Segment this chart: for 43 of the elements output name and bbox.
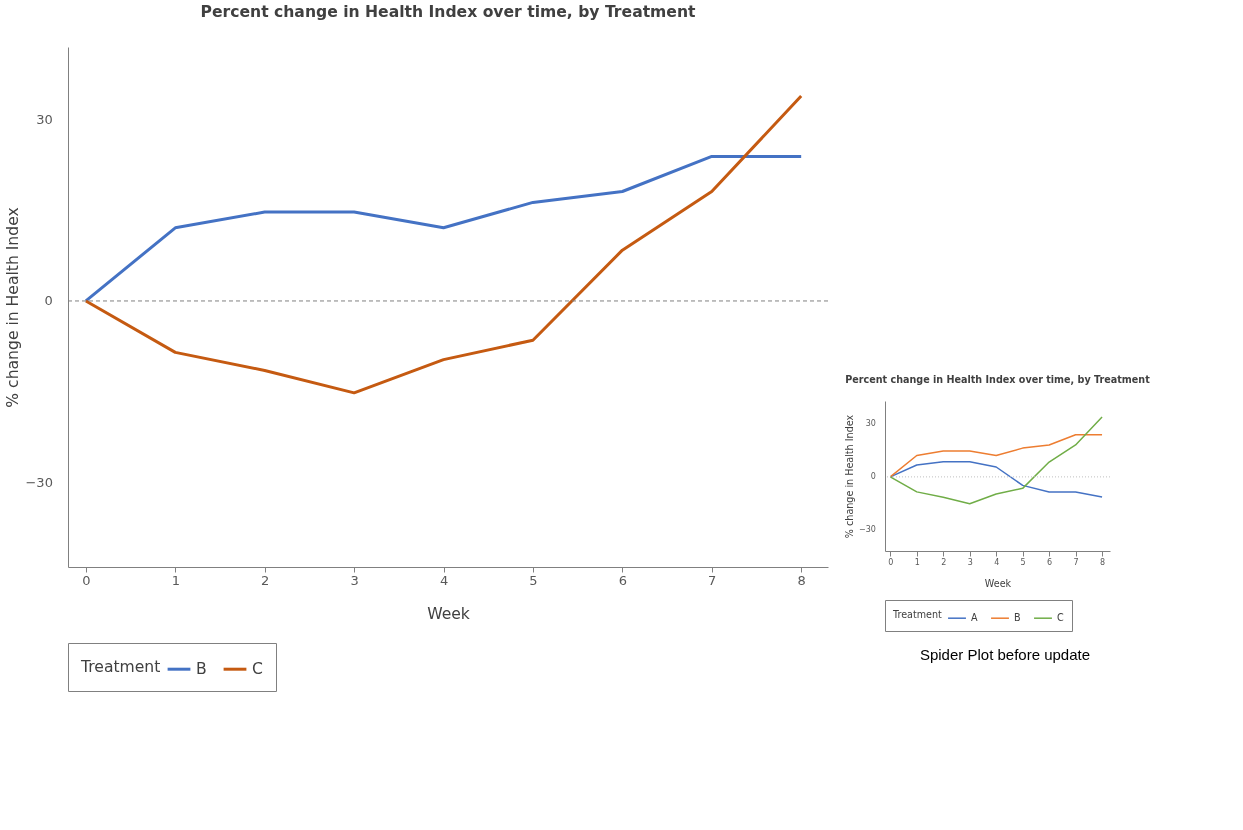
y-tick-label: 30 — [36, 112, 53, 128]
y-tick-label: 0 — [44, 293, 53, 309]
x-axis-title: Week — [984, 577, 1012, 589]
line-series — [889, 460, 1103, 498]
legend-title: Treatment — [892, 609, 943, 620]
y-tick-label: −30 — [859, 525, 876, 535]
x-tick-label: 8 — [1100, 557, 1106, 567]
line-series — [84, 154, 803, 303]
x-tick-label: 3 — [967, 557, 973, 567]
legend-label: A — [971, 612, 978, 624]
y-tick-label: 0 — [870, 472, 876, 482]
x-tick-label: 2 — [941, 557, 947, 567]
x-tick-label: 4 — [439, 572, 449, 588]
x-tick-label: 8 — [797, 572, 806, 588]
x-tick-label: 1 — [171, 572, 180, 588]
chart-title: Percent change in Health Index over time, by Treatment — [200, 3, 697, 22]
x-tick-label: 0 — [888, 557, 894, 567]
x-tick-label: 7 — [708, 572, 717, 588]
x-tick-label: 1 — [914, 557, 920, 567]
legend-title: Treatment — [80, 658, 161, 676]
x-tick-label: 6 — [1047, 557, 1053, 567]
legend-label: B — [1014, 612, 1021, 624]
text: Spider Plot before update — [919, 646, 1091, 663]
x-tick-label: 7 — [1073, 557, 1079, 567]
line-series — [889, 433, 1103, 478]
x-tick-label: 0 — [82, 572, 91, 588]
x-tick-label: 5 — [529, 572, 538, 588]
chart-title: Percent change in Health Index over time, by Treatment — [845, 374, 1151, 386]
legend-label: C — [1057, 612, 1064, 624]
x-tick-label: 4 — [994, 557, 1000, 567]
x-tick-label: 5 — [1020, 557, 1026, 567]
y-axis-title: % change in Health Index — [4, 207, 23, 408]
legend-label: B — [196, 660, 207, 679]
line-series — [889, 416, 1103, 505]
legend-label: C — [252, 660, 263, 679]
x-tick-label: 2 — [261, 572, 270, 588]
line-series — [84, 94, 803, 395]
x-tick-label: 3 — [350, 572, 359, 588]
y-tick-label: −30 — [25, 474, 53, 490]
y-tick-label: 30 — [865, 419, 876, 429]
x-axis-title: Week — [427, 605, 470, 623]
x-tick-label: 6 — [618, 572, 627, 588]
y-axis-title: % change in Health Index — [844, 414, 856, 539]
